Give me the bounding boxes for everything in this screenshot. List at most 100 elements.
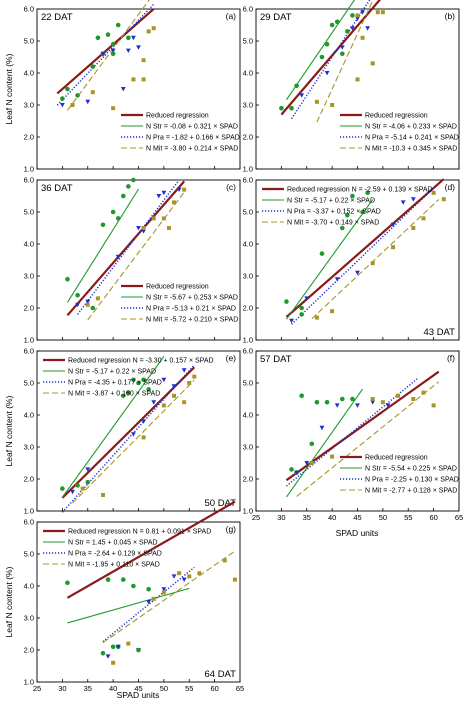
- data-point-mit: [80, 486, 85, 491]
- data-point-mit: [151, 596, 156, 601]
- y-tick-label: 4.0: [24, 411, 34, 420]
- data-point-str: [120, 193, 126, 199]
- data-point-str: [365, 190, 370, 196]
- data-point-str: [350, 13, 355, 18]
- legend: Reduced regression N Str = -5.67 + 0.253 …: [121, 284, 238, 324]
- regression-line-mit: [67, 0, 150, 111]
- data-point-reduced: [65, 86, 70, 92]
- panel-f: 1.0 2.0 3.0 4.0 5.0 6.0 25 30 35 40 45 50 55 60 65 (f) 5…: [243, 347, 464, 523]
- data-point-str: [100, 222, 106, 228]
- regression-line-pra: [56, 3, 155, 106]
- legend-label-str: N Str = 1.45 + 0.045 × SPAD: [68, 540, 158, 547]
- data-point-pra: [171, 574, 177, 579]
- data-point-reduced: [60, 96, 65, 101]
- data-point-mit: [314, 99, 319, 104]
- legend: Reduced regression N Str = -0.08 + 0.321 …: [121, 113, 240, 153]
- data-point-mit: [192, 374, 197, 379]
- x-tick-label: 25: [33, 684, 41, 693]
- data-point-str: [126, 390, 131, 395]
- data-point-pra: [350, 26, 355, 31]
- data-point-str: [126, 35, 131, 41]
- y-tick-label: 5.0: [24, 379, 34, 388]
- x-tick-label: 25: [252, 513, 260, 522]
- data-point-pra: [131, 432, 136, 437]
- y-tick-label: 5.0: [24, 37, 34, 46]
- data-point-pra: [156, 194, 162, 199]
- data-point-str: [294, 83, 299, 89]
- legend-label-pra: N Pra = -4.35 + 0.177 × SPAD: [68, 380, 162, 387]
- data-point-str: [339, 51, 345, 57]
- data-point-str: [131, 377, 136, 383]
- data-point-str: [60, 486, 65, 491]
- data-point-mit: [431, 190, 436, 195]
- data-point-str: [110, 51, 116, 57]
- legend-label-reduced: Reduced regression N = 0.81 + 0.091 × SP…: [68, 529, 211, 536]
- x-tick-label: 50: [379, 513, 387, 522]
- data-point-mit: [370, 61, 375, 66]
- data-point-str: [126, 184, 131, 189]
- panel-g: 1.0 2.0 3.0 4.0 5.0 6.0 25 30 35 40 45 50 55 60 65 (g) 6…: [24, 500, 244, 693]
- data-point-mit: [131, 77, 136, 82]
- data-point-pra: [319, 425, 325, 431]
- y-tick-label: 3.0: [24, 614, 34, 623]
- data-point-mit: [177, 571, 182, 576]
- data-point-pra: [181, 368, 187, 373]
- dat-label: 22 DAT: [41, 12, 73, 23]
- data-point-str: [90, 64, 96, 69]
- y-tick-label: 2.0: [243, 133, 253, 142]
- panel-letter: (f): [447, 353, 455, 363]
- data-point-pra: [339, 45, 345, 50]
- data-point-pra: [136, 45, 141, 50]
- data-point-str: [284, 299, 289, 304]
- data-point-mit: [141, 58, 146, 63]
- data-point-pra: [299, 93, 305, 98]
- y-tick-label: 4.0: [24, 240, 34, 249]
- data-point-mit: [172, 393, 177, 398]
- data-point-mit: [370, 397, 375, 401]
- data-point-str: [110, 209, 116, 215]
- data-point-pra: [390, 222, 396, 228]
- data-point-str: [146, 387, 151, 392]
- data-point-mit: [100, 493, 105, 497]
- data-point-str: [350, 193, 355, 199]
- data-point-reduced: [289, 105, 294, 111]
- data-point-str: [136, 380, 141, 386]
- data-point-mit: [161, 403, 166, 408]
- data-point-mit: [391, 245, 396, 250]
- regression-line-reduced: [285, 178, 445, 318]
- data-point-mit: [197, 571, 202, 576]
- data-point-str: [350, 396, 355, 402]
- data-point-mit: [111, 660, 116, 665]
- data-point-mit: [370, 261, 375, 266]
- y-tick-label: 6.0: [24, 518, 34, 527]
- y-tick-label: 1.0: [243, 336, 253, 345]
- y-tick-label: 6.0: [243, 5, 253, 14]
- data-point-pra: [141, 419, 146, 424]
- panel-letter: (b): [445, 11, 456, 21]
- regression-line-mit: [296, 381, 440, 497]
- panel-d: 1.0 2.0 3.0 4.0 5.0 6.0 (d) 43 DAT Reduced regre…: [243, 176, 460, 345]
- regression-line-str: [285, 0, 356, 101]
- x-tick-label: 35: [84, 684, 92, 693]
- data-point-pra: [115, 644, 121, 650]
- data-point-reduced: [75, 93, 80, 98]
- y-tick-label: 2.0: [243, 475, 253, 484]
- data-point-str: [309, 441, 315, 447]
- data-point-str: [65, 276, 70, 282]
- y-tick-label: 3.0: [24, 443, 34, 452]
- data-point-str: [110, 41, 116, 47]
- data-point-reduced: [289, 467, 294, 472]
- y-tick-label: 4.0: [24, 582, 34, 591]
- data-point-mit: [187, 574, 192, 579]
- legend-label-str: N Str = -5.67 + 0.253 × SPAD: [146, 295, 238, 302]
- y-tick-label: 4.0: [24, 69, 34, 78]
- x-tick-label: 55: [404, 513, 412, 522]
- data-point-pra: [181, 577, 187, 582]
- data-point-mit: [330, 103, 335, 107]
- data-point-pra: [334, 277, 340, 282]
- y-tick-label: 5.0: [243, 208, 253, 217]
- data-point-mit: [355, 77, 360, 82]
- dat-label: 64 DAT: [204, 669, 236, 680]
- data-point-mit: [172, 200, 177, 205]
- data-point-pra: [85, 299, 91, 304]
